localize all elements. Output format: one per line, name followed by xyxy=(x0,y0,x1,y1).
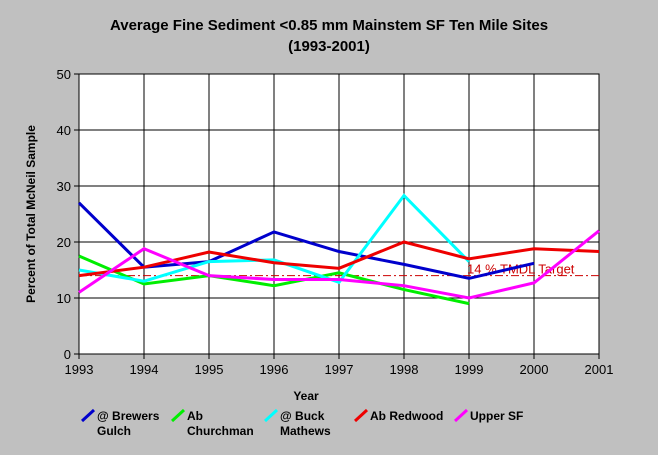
legend-label: @ Brewers xyxy=(97,409,160,423)
x-tick-label: 1997 xyxy=(325,362,354,377)
x-tick-label: 2001 xyxy=(585,362,614,377)
grid xyxy=(79,74,599,354)
legend-label: Upper SF xyxy=(470,409,523,423)
legend-label: Churchman xyxy=(187,424,254,438)
legend-swatch xyxy=(453,408,469,423)
y-tick-label: 30 xyxy=(57,179,71,194)
legend-label: Gulch xyxy=(97,424,131,438)
x-tick-label: 1996 xyxy=(260,362,289,377)
series-line-upper-sf xyxy=(78,229,600,300)
y-tick-label: 10 xyxy=(57,291,71,306)
legend-label: Mathews xyxy=(280,424,331,438)
x-tick-label: 1995 xyxy=(195,362,224,377)
legend-label: Ab xyxy=(187,409,203,423)
legend-label: @ Buck xyxy=(280,409,325,423)
legend-swatch xyxy=(353,408,369,423)
chart-title: Average Fine Sediment <0.85 mm Mainstem … xyxy=(110,17,548,34)
legend-item-upper-sf: Upper SF xyxy=(453,408,523,423)
series-lines xyxy=(77,193,600,306)
legend-item-ab-redwood: Ab Redwood xyxy=(353,408,443,423)
x-axis-label: Year xyxy=(293,389,319,403)
legend-swatch xyxy=(80,408,96,423)
y-tick-label: 20 xyxy=(57,235,71,250)
legend-swatch xyxy=(170,408,186,423)
series-line-brewers-gulch xyxy=(77,201,535,280)
x-tick-label: 1994 xyxy=(130,362,159,377)
y-axis-ticks: 0 10 20 30 40 50 xyxy=(57,67,79,362)
legend-label: Ab Redwood xyxy=(370,409,443,423)
series-line-ab-churchman xyxy=(78,254,470,306)
x-tick-label: 2000 xyxy=(520,362,549,377)
y-tick-label: 0 xyxy=(64,347,71,362)
x-axis-ticks: 1993 1994 1995 1996 1997 1998 1999 2000 2001 xyxy=(65,354,614,377)
series-line-ab-redwood xyxy=(78,240,600,278)
legend-swatch xyxy=(263,408,279,423)
x-tick-label: 1993 xyxy=(65,362,94,377)
y-axis-label: Percent of Total McNeil Sample xyxy=(24,125,38,303)
series-line-buck-mathews xyxy=(78,193,471,285)
y-tick-label: 50 xyxy=(57,67,71,82)
chart-subtitle: (1993-2001) xyxy=(288,38,370,55)
y-tick-label: 40 xyxy=(57,123,71,138)
x-tick-label: 1998 xyxy=(390,362,419,377)
x-tick-label: 1999 xyxy=(455,362,484,377)
